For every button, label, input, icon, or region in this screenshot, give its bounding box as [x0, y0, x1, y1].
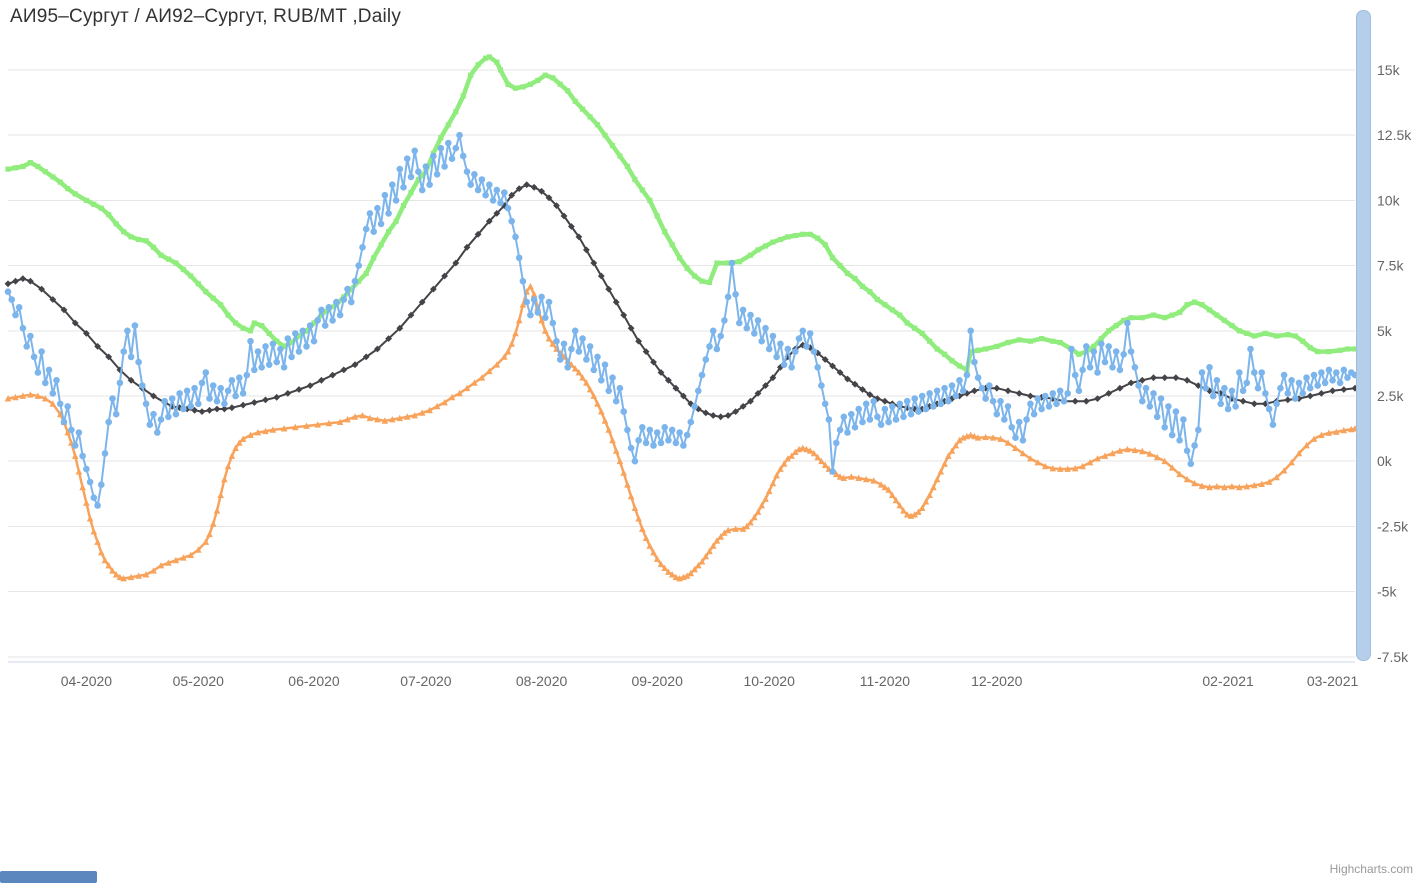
series-markers-green — [5, 54, 1358, 373]
y-axis-label: 0k — [1377, 453, 1393, 469]
x-axis-label: 07-2020 — [400, 673, 452, 689]
y-axis-label: 10k — [1377, 192, 1401, 208]
series-line-blue — [7, 134, 1356, 507]
x-axis-label: 10-2020 — [744, 673, 796, 689]
y-axis-label: -5k — [1377, 584, 1397, 600]
y-axis-label: -2.5k — [1377, 518, 1409, 534]
x-axis-label: 02-2021 — [1202, 673, 1254, 689]
vertical-scrollbar-thumb[interactable] — [1356, 10, 1371, 661]
y-axis-label: 12.5k — [1377, 127, 1412, 143]
x-axis-label: 11-2020 — [860, 673, 911, 689]
x-axis-label: 03-2021 — [1307, 673, 1359, 689]
horizontal-scrollbar-thumb[interactable] — [0, 871, 97, 883]
y-axis-label: -7.5k — [1377, 649, 1409, 665]
chart-plot-area[interactable]: 15k 12.5k 10k 7.5k 5k 2.5k 0k -2.5k -5k -7.5k 04-2… — [0, 0, 1427, 700]
highcharts-credits-link[interactable]: Highcharts.com — [1329, 862, 1413, 876]
y-axis-label: 15k — [1377, 62, 1401, 78]
x-axis-label: 06-2020 — [288, 673, 340, 689]
series-line-green — [5, 54, 1358, 373]
x-axis-label: 12-2020 — [971, 673, 1023, 689]
y-axis-label: 5k — [1377, 323, 1393, 339]
series-markers-blue — [4, 131, 1359, 509]
x-axis-label: 09-2020 — [632, 673, 684, 689]
x-axis-label: 08-2020 — [516, 673, 568, 689]
x-axis-label: 05-2020 — [173, 673, 225, 689]
x-axis-label: 04-2020 — [61, 673, 113, 689]
chart-title: АИ95–Сургут / АИ92–Сургут, RUB/MT ,Daily — [10, 6, 402, 27]
y-axis-label: 2.5k — [1377, 388, 1404, 404]
series-markers-orange — [4, 282, 1359, 582]
y-axis-label: 7.5k — [1377, 258, 1404, 274]
series-line-black — [7, 183, 1356, 418]
